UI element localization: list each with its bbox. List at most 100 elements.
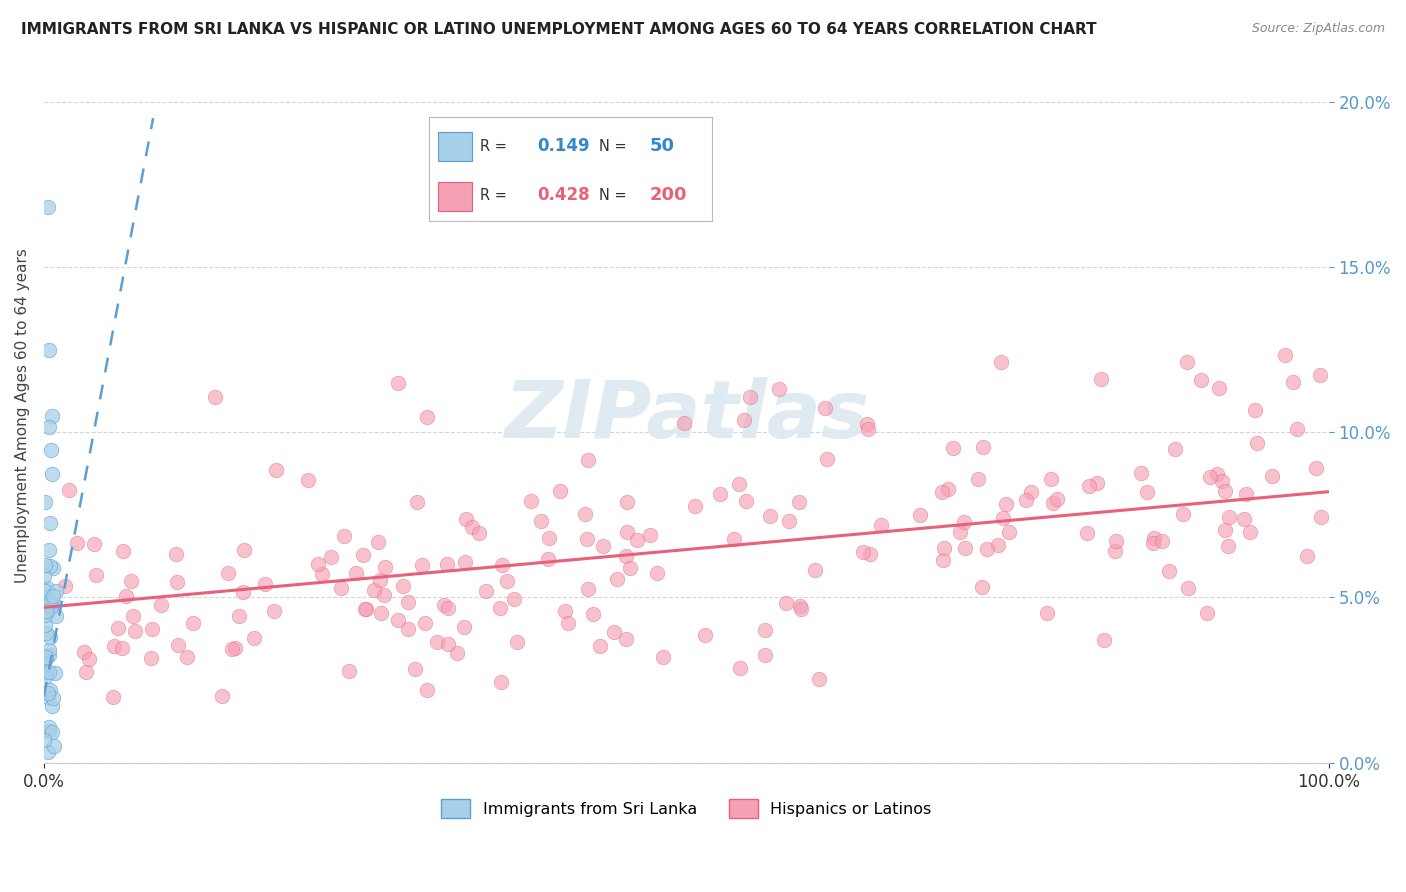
Point	[1136, 484, 1159, 499]
Point	[1213, 483, 1236, 498]
Point	[387, 613, 409, 627]
Point	[955, 541, 977, 556]
Point	[39, 682, 62, 697]
Point	[603, 625, 626, 640]
Point	[1157, 564, 1180, 578]
Point	[1042, 496, 1064, 510]
Point	[1142, 536, 1164, 550]
Point	[932, 553, 955, 567]
Point	[41, 596, 63, 610]
Point	[37, 690, 59, 704]
Point	[34, 495, 56, 509]
Point	[557, 615, 579, 630]
Point	[616, 494, 638, 508]
Point	[35, 665, 58, 679]
Point	[738, 390, 761, 404]
Point	[311, 566, 333, 581]
Point	[437, 637, 460, 651]
Point	[44, 666, 66, 681]
Point	[211, 689, 233, 703]
Point	[77, 652, 100, 666]
Point	[370, 606, 392, 620]
Point	[734, 493, 756, 508]
Point	[815, 451, 838, 466]
Point	[768, 382, 790, 396]
Point	[404, 662, 426, 676]
Point	[1076, 526, 1098, 541]
Point	[803, 563, 825, 577]
Point	[1206, 467, 1229, 481]
Point	[987, 537, 1010, 551]
Point	[1244, 403, 1267, 417]
Point	[232, 543, 254, 558]
Point	[254, 577, 277, 591]
Point	[83, 537, 105, 551]
Point	[37, 594, 59, 608]
Point	[1090, 372, 1112, 386]
Point	[638, 528, 661, 542]
Point	[34, 670, 56, 684]
Point	[363, 582, 385, 597]
Point	[42, 590, 65, 604]
Point	[859, 547, 882, 561]
Point	[84, 567, 107, 582]
Point	[582, 607, 605, 621]
Point	[1019, 485, 1042, 500]
Point	[1309, 368, 1331, 382]
Point	[41, 467, 63, 481]
Point	[352, 549, 374, 563]
Point	[808, 673, 831, 687]
Point	[733, 412, 755, 426]
Point	[1211, 474, 1233, 488]
Point	[453, 620, 475, 634]
Point	[496, 574, 519, 588]
Point	[1092, 632, 1115, 647]
Text: ZIPatlas: ZIPatlas	[503, 376, 869, 455]
Point	[723, 533, 745, 547]
Point	[1195, 606, 1218, 620]
Point	[221, 641, 243, 656]
Point	[41, 409, 63, 423]
Point	[39, 602, 62, 616]
Point	[34, 608, 56, 623]
Text: Source: ZipAtlas.com: Source: ZipAtlas.com	[1251, 22, 1385, 36]
Point	[42, 561, 65, 575]
Point	[683, 499, 706, 513]
Point	[374, 559, 396, 574]
Point	[814, 401, 837, 416]
Point	[373, 589, 395, 603]
Point	[436, 600, 458, 615]
Point	[37, 599, 59, 613]
Point	[111, 640, 134, 655]
Y-axis label: Unemployment Among Ages 60 to 64 years: Unemployment Among Ages 60 to 64 years	[15, 248, 30, 583]
Point	[66, 536, 89, 550]
Point	[35, 581, 58, 595]
Point	[38, 420, 60, 434]
Point	[367, 535, 389, 549]
Point	[1078, 479, 1101, 493]
Point	[38, 643, 60, 657]
Point	[576, 582, 599, 597]
Point	[38, 723, 60, 738]
Point	[35, 625, 58, 640]
Point	[354, 602, 377, 616]
Point	[121, 608, 143, 623]
Point	[953, 515, 976, 529]
Point	[537, 531, 560, 545]
Point	[112, 544, 135, 558]
Point	[34, 558, 56, 573]
Point	[42, 691, 65, 706]
Point	[321, 549, 343, 564]
Point	[166, 575, 188, 590]
Point	[411, 558, 433, 573]
Point	[73, 645, 96, 659]
Point	[488, 601, 510, 615]
Point	[991, 511, 1014, 525]
Point	[787, 495, 810, 509]
Point	[416, 682, 439, 697]
Point	[1309, 509, 1331, 524]
Point	[34, 618, 56, 632]
Point	[728, 661, 751, 675]
Point	[297, 473, 319, 487]
Point	[34, 584, 56, 599]
